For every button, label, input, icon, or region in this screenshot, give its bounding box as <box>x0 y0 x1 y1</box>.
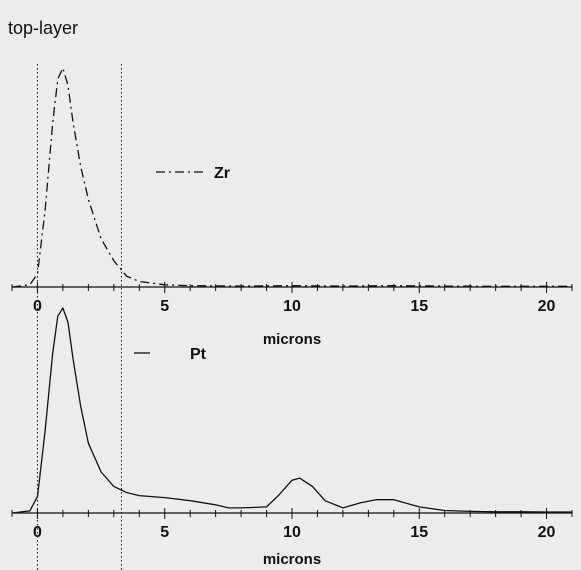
x-tick-label: 10 <box>283 298 301 315</box>
x-axis-title: microns <box>263 551 321 568</box>
series-line-pt <box>11 307 572 514</box>
x-tick-label: 5 <box>160 524 169 541</box>
x-tick-label: 15 <box>410 298 428 315</box>
x-tick-label: 5 <box>160 298 169 315</box>
panel-zr: 0 5 10 15 20 microns Zr <box>11 67 573 348</box>
chart-title: top-layer <box>8 18 78 38</box>
x-tick-label: 0 <box>33 524 42 541</box>
x-tick-label: 20 <box>538 524 556 541</box>
legend-label-pt: Pt <box>190 346 207 363</box>
chart-panels: 0 5 10 15 20 microns Zr 0 5 10 15 20 microns Pt <box>11 64 573 570</box>
legend-label-zr: Zr <box>214 165 230 182</box>
x-axis-title: microns <box>263 331 321 348</box>
panel-pt: 0 5 10 15 20 microns Pt <box>11 307 573 568</box>
x-tick-label: 15 <box>410 524 428 541</box>
x-tick-label: 20 <box>538 298 556 315</box>
series-line-zr <box>11 67 572 288</box>
x-tick-label: 10 <box>283 524 301 541</box>
x-tick-label: 0 <box>33 298 42 315</box>
